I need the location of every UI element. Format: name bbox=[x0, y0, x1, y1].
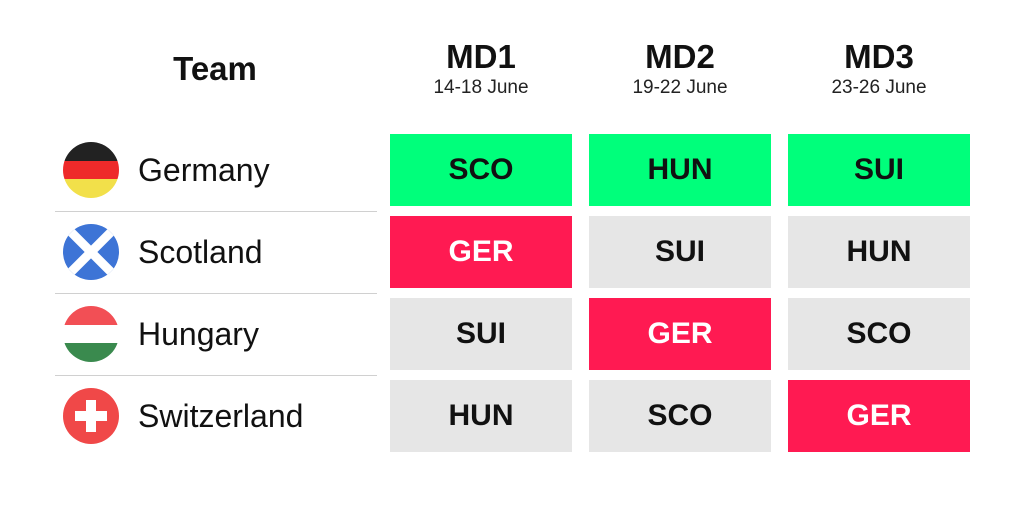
matchday-2-title: MD2 bbox=[645, 38, 715, 75]
team-name: Germany bbox=[138, 151, 270, 188]
fixture-germany-md2: HUN bbox=[589, 134, 771, 206]
team-row-hungary: Hungary bbox=[55, 293, 377, 376]
team-row-switzerland: Switzerland bbox=[55, 375, 377, 457]
matchday-3-title: MD3 bbox=[844, 38, 914, 75]
team-column-header: Team bbox=[173, 50, 257, 87]
fixture-switzerland-md2: SCO bbox=[589, 380, 771, 452]
matchday-2-dates: 19-22 June bbox=[632, 77, 728, 98]
matchday-1-title: MD1 bbox=[446, 38, 516, 75]
team-name: Scotland bbox=[138, 233, 263, 270]
germany-flag-icon bbox=[63, 142, 119, 198]
fixture-germany-md3: SUI bbox=[788, 134, 970, 206]
hungary-flag-icon bbox=[63, 306, 119, 362]
switzerland-flag-icon bbox=[63, 388, 119, 444]
scotland-flag-icon bbox=[63, 224, 119, 280]
team-row-germany: Germany bbox=[55, 129, 377, 212]
matchday-1-header: MD1 14-18 June bbox=[390, 38, 572, 100]
fixture-switzerland-md3: GER bbox=[788, 380, 970, 452]
team-name: Hungary bbox=[138, 315, 259, 352]
matchday-2-header: MD2 19-22 June bbox=[589, 38, 771, 100]
fixture-scotland-md1: GER bbox=[390, 216, 572, 288]
fixture-hungary-md3: SCO bbox=[788, 298, 970, 370]
team-name: Switzerland bbox=[138, 397, 304, 434]
fixture-switzerland-md1: HUN bbox=[390, 380, 572, 452]
team-row-scotland: Scotland bbox=[55, 211, 377, 294]
fixture-germany-md1: SCO bbox=[390, 134, 572, 206]
fixture-scotland-md3: HUN bbox=[788, 216, 970, 288]
fixture-hungary-md1: SUI bbox=[390, 298, 572, 370]
matchday-3-dates: 23-26 June bbox=[831, 77, 927, 98]
fixture-hungary-md2: GER bbox=[589, 298, 771, 370]
fixture-scotland-md2: SUI bbox=[589, 216, 771, 288]
matchday-3-header: MD3 23-26 June bbox=[788, 38, 970, 100]
matchday-1-dates: 14-18 June bbox=[433, 77, 529, 98]
